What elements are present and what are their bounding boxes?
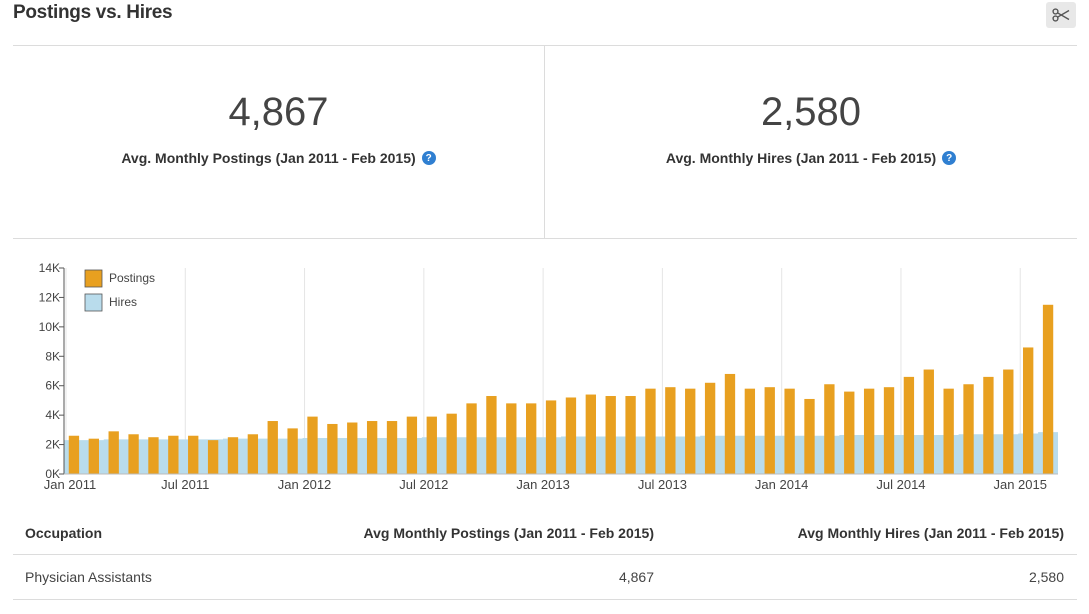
postings-label-row: Avg. Monthly Postings (Jan 2011 - Feb 20… (13, 150, 544, 166)
x-tick-label: Jul 2013 (638, 477, 687, 492)
page-title: Postings vs. Hires (13, 2, 173, 23)
postings-bar (983, 376, 994, 474)
postings-bar (545, 400, 557, 474)
postings-bar (108, 431, 119, 474)
postings-bar (1042, 304, 1054, 474)
scissors-button[interactable] (1046, 2, 1076, 28)
postings-bar (128, 434, 139, 474)
table-header-hires: Avg Monthly Hires (Jan 2011 - Feb 2015) (797, 525, 1064, 541)
x-tick-label: Jul 2011 (161, 477, 209, 492)
postings-bar (287, 428, 298, 474)
postings-bar (207, 440, 219, 474)
postings-value: 4,867 (228, 90, 329, 134)
postings-bar (824, 384, 835, 474)
y-tick-label: 4K (45, 408, 60, 422)
postings-bar (903, 376, 915, 474)
postings-bar (685, 388, 696, 474)
x-tick-label: Jan 2011 (44, 477, 97, 492)
postings-bar (227, 437, 239, 474)
divider-top (13, 45, 1077, 46)
hires-label-row: Avg. Monthly Hires (Jan 2011 - Feb 2015)… (545, 150, 1077, 166)
postings-bar (724, 373, 736, 474)
postings-stat: 4,867 Avg. Monthly Postings (Jan 2011 - … (13, 46, 544, 238)
occupation-table-header: Occupation Avg Monthly Postings (Jan 201… (13, 525, 1077, 555)
postings-bar (665, 387, 676, 474)
postings-bar (1023, 347, 1034, 474)
postings-bar (804, 398, 815, 474)
legend-swatch (84, 269, 103, 288)
help-icon[interactable]: ? (421, 151, 436, 165)
postings-bar (446, 413, 457, 474)
x-tick-label: Jan 2013 (516, 477, 570, 492)
postings-bar (744, 388, 756, 474)
x-tick-label: Jan 2014 (755, 477, 809, 492)
y-tick-label: 14K (39, 261, 60, 275)
postings-label: Avg. Monthly Postings (Jan 2011 - Feb 20… (121, 150, 416, 166)
legend-label: Postings (109, 271, 155, 285)
postings-bar (247, 434, 259, 474)
y-tick-label: 8K (45, 349, 60, 363)
postings-bar (844, 391, 855, 474)
table-cell-postings: 4,867 (618, 569, 654, 585)
postings-hires-chart: 0K 2K 4K 6K 8K 10K 12K 14K Jan 2011 Jul 2011 Jan 2… (39, 261, 1058, 492)
postings-bar (386, 421, 398, 474)
postings-bar (366, 421, 378, 474)
postings-bar (68, 435, 80, 474)
y-tick-label: 6K (45, 379, 60, 393)
postings-bar (526, 403, 537, 474)
hires-stat: 2,580 Avg. Monthly Hires (Jan 2011 - Feb… (545, 46, 1077, 238)
y-tick-label: 0K (45, 467, 60, 481)
postings-bar (88, 438, 99, 474)
hires-label: Avg. Monthly Hires (Jan 2011 - Feb 2015) (665, 150, 937, 166)
table-cell-occupation: Physician Assistants (25, 569, 152, 585)
postings-bar (307, 416, 318, 474)
table-header-divider (13, 554, 1077, 555)
y-tick-label: 2K (45, 438, 60, 452)
postings-bar (327, 423, 338, 474)
postings-bar (704, 382, 716, 474)
y-tick-label: 12K (39, 290, 60, 304)
table-row: Physician Assistants 4,867 2,580 (13, 569, 1077, 599)
postings-bar (585, 394, 596, 474)
postings-bar (645, 388, 656, 474)
postings-bar (883, 387, 895, 474)
postings-bar (863, 388, 875, 474)
x-tick-label: Jan 2015 (993, 477, 1047, 492)
table-bottom-divider (13, 599, 1077, 600)
table-header-postings: Avg Monthly Postings (Jan 2011 - Feb 201… (363, 525, 654, 541)
postings-bar (188, 435, 199, 474)
postings-bar (466, 403, 477, 474)
x-tick-label: Jan 2012 (278, 477, 332, 492)
postings-bar (168, 435, 179, 474)
postings-bar (625, 396, 636, 474)
y-tick-label: 10K (39, 320, 60, 334)
x-tick-label: Jul 2014 (876, 477, 925, 492)
postings-bar (406, 416, 418, 474)
legend-label: Hires (109, 295, 137, 309)
help-icon[interactable]: ? (942, 151, 957, 165)
postings-bar (963, 384, 974, 474)
divider-middle (13, 238, 1077, 239)
stat-divider (544, 46, 545, 238)
scissors-icon (1052, 8, 1070, 22)
legend-swatch (84, 293, 103, 312)
table-cell-hires: 2,580 (1028, 569, 1064, 585)
postings-bar (506, 403, 517, 474)
hires-value: 2,580 (760, 90, 862, 134)
postings-bar (605, 396, 616, 474)
postings-bar (347, 422, 358, 474)
postings-bar (565, 397, 577, 474)
postings-bar (764, 387, 775, 474)
postings-bar (267, 421, 278, 474)
postings-bar (486, 396, 497, 474)
x-tick-label: Jul 2012 (399, 477, 448, 492)
postings-bar (148, 437, 159, 474)
table-header-occupation: Occupation (25, 525, 103, 541)
postings-bar (923, 369, 934, 474)
postings-bar (426, 416, 437, 474)
postings-bar (1003, 369, 1014, 474)
postings-bar (784, 388, 795, 474)
postings-bar (943, 388, 954, 474)
